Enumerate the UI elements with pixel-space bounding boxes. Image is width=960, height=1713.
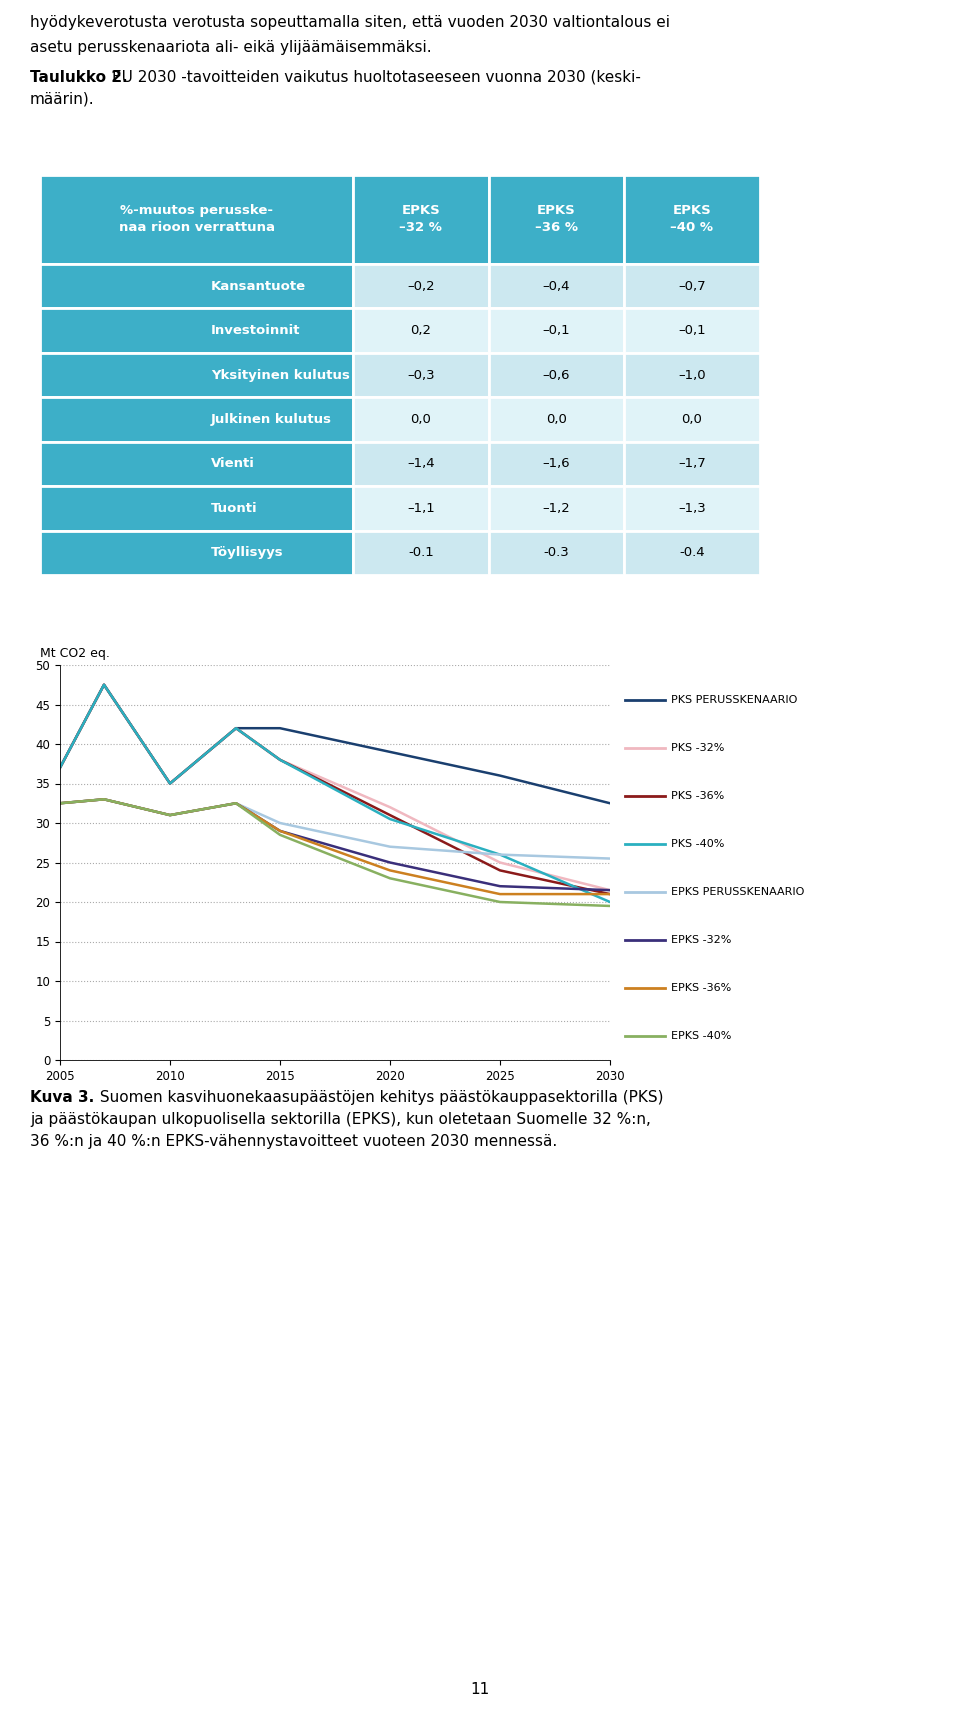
FancyBboxPatch shape [624,308,760,353]
Text: 0,0: 0,0 [411,413,431,427]
FancyBboxPatch shape [353,486,489,531]
FancyBboxPatch shape [40,397,353,442]
FancyBboxPatch shape [353,353,489,397]
Text: Tuonti: Tuonti [211,502,257,516]
Text: Töyllisyys: Töyllisyys [211,546,283,558]
Text: PKS PERUSSKENAARIO: PKS PERUSSKENAARIO [671,695,798,706]
Text: –1,0: –1,0 [678,368,706,382]
Text: –1,4: –1,4 [407,457,435,471]
Text: Kuva 3.: Kuva 3. [30,1089,94,1105]
FancyBboxPatch shape [353,442,489,486]
Text: –1,6: –1,6 [542,457,570,471]
Text: –0,4: –0,4 [542,279,570,293]
FancyBboxPatch shape [353,397,489,442]
Text: -0.3: -0.3 [543,546,569,558]
Text: –0,3: –0,3 [407,368,435,382]
FancyBboxPatch shape [40,442,353,486]
FancyBboxPatch shape [624,531,760,576]
Text: –0,1: –0,1 [678,324,706,337]
Text: EPKS PERUSSKENAARIO: EPKS PERUSSKENAARIO [671,887,804,898]
FancyBboxPatch shape [40,531,353,576]
FancyBboxPatch shape [624,442,760,486]
FancyBboxPatch shape [489,175,624,264]
FancyBboxPatch shape [624,264,760,308]
Text: Investoinnit: Investoinnit [211,324,300,337]
FancyBboxPatch shape [353,264,489,308]
Text: EPKS
–36 %: EPKS –36 % [535,204,578,235]
Text: -0.4: -0.4 [679,546,705,558]
Text: Vienti: Vienti [211,457,254,471]
Text: EPKS -40%: EPKS -40% [671,1031,732,1042]
Text: EPKS
–32 %: EPKS –32 % [399,204,443,235]
Text: Yksityinen kulutus: Yksityinen kulutus [211,368,349,382]
Text: EPKS
–40 %: EPKS –40 % [670,204,713,235]
Text: PKS -40%: PKS -40% [671,839,725,850]
FancyBboxPatch shape [624,353,760,397]
FancyBboxPatch shape [40,486,353,531]
FancyBboxPatch shape [624,486,760,531]
Text: –1,7: –1,7 [678,457,706,471]
FancyBboxPatch shape [489,531,624,576]
FancyBboxPatch shape [489,442,624,486]
FancyBboxPatch shape [40,264,353,308]
FancyBboxPatch shape [624,397,760,442]
FancyBboxPatch shape [489,264,624,308]
Text: PKS -36%: PKS -36% [671,791,724,802]
Text: -0.1: -0.1 [408,546,434,558]
Text: –0,7: –0,7 [678,279,706,293]
Text: 11: 11 [470,1682,490,1698]
Text: EPKS -32%: EPKS -32% [671,935,732,946]
Text: asetu perusskenaariota ali- eikä ylijäämäisemmäksi.: asetu perusskenaariota ali- eikä ylijääm… [30,39,432,55]
FancyBboxPatch shape [489,308,624,353]
FancyBboxPatch shape [489,486,624,531]
FancyBboxPatch shape [353,175,489,264]
FancyBboxPatch shape [489,397,624,442]
Text: Taulukko 2.: Taulukko 2. [30,70,128,86]
Text: –0,6: –0,6 [542,368,570,382]
Text: Julkinen kulutus: Julkinen kulutus [211,413,332,427]
Text: 0,0: 0,0 [682,413,703,427]
Text: PKS -32%: PKS -32% [671,743,725,754]
FancyBboxPatch shape [40,175,353,264]
Text: –1,3: –1,3 [678,502,706,516]
Text: –0,1: –0,1 [542,324,570,337]
Text: 36 %:n ja 40 %:n EPKS-vähennystavoitteet vuoteen 2030 mennessä.: 36 %:n ja 40 %:n EPKS-vähennystavoitteet… [30,1134,557,1149]
Text: Suomen kasvihuonekaasupäästöjen kehitys päästökauppasektorilla (PKS): Suomen kasvihuonekaasupäästöjen kehitys … [95,1089,663,1105]
Text: 0,2: 0,2 [410,324,431,337]
Text: Mt CO2 eq.: Mt CO2 eq. [40,648,109,660]
Text: EPKS -36%: EPKS -36% [671,983,732,994]
Text: hyödykeverotusta verotusta sopeuttamalla siten, että vuoden 2030 valtiontalous e: hyödykeverotusta verotusta sopeuttamalla… [30,15,670,31]
FancyBboxPatch shape [353,531,489,576]
Text: –1,1: –1,1 [407,502,435,516]
FancyBboxPatch shape [624,175,760,264]
Text: 0,0: 0,0 [546,413,566,427]
Text: Kansantuote: Kansantuote [211,279,306,293]
Text: ja päästökaupan ulkopuolisella sektorilla (EPKS), kun oletetaan Suomelle 32 %:n,: ja päästökaupan ulkopuolisella sektorill… [30,1112,651,1127]
FancyBboxPatch shape [353,308,489,353]
Text: –0,2: –0,2 [407,279,435,293]
FancyBboxPatch shape [40,308,353,353]
Text: määrin).: määrin). [30,93,95,106]
Text: EU 2030 -tavoitteiden vaikutus huoltotaseeseen vuonna 2030 (keski-: EU 2030 -tavoitteiden vaikutus huoltotas… [112,70,641,86]
FancyBboxPatch shape [489,353,624,397]
FancyBboxPatch shape [40,353,353,397]
Text: %-muutos perusske-
naa rioon verrattuna: %-muutos perusske- naa rioon verrattuna [119,204,275,235]
Text: –1,2: –1,2 [542,502,570,516]
